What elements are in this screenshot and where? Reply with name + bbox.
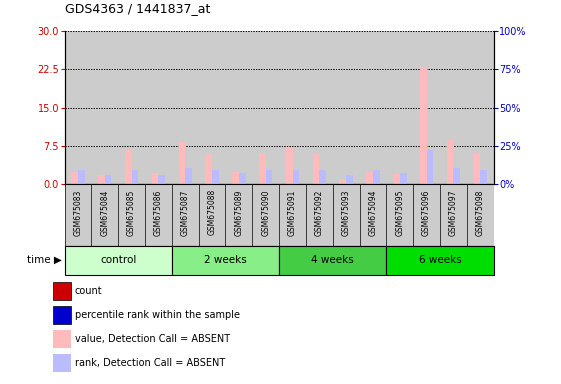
Bar bbox=[480, 170, 487, 184]
Bar bbox=[387, 31, 413, 184]
Bar bbox=[178, 142, 185, 184]
Bar bbox=[393, 174, 400, 184]
Text: GSM675091: GSM675091 bbox=[288, 189, 297, 236]
Bar bbox=[252, 31, 279, 184]
Bar bbox=[473, 154, 480, 184]
Text: GSM675090: GSM675090 bbox=[261, 189, 270, 236]
Text: GSM675094: GSM675094 bbox=[369, 189, 378, 236]
Text: GSM675096: GSM675096 bbox=[422, 189, 431, 236]
Bar bbox=[279, 31, 306, 184]
Bar bbox=[420, 68, 426, 184]
Bar bbox=[292, 170, 299, 184]
Text: 4 weeks: 4 weeks bbox=[311, 255, 354, 265]
FancyBboxPatch shape bbox=[387, 246, 494, 275]
Bar bbox=[199, 31, 226, 184]
Bar bbox=[205, 154, 212, 184]
Bar bbox=[413, 31, 440, 184]
Bar bbox=[185, 168, 192, 184]
Bar bbox=[53, 354, 71, 372]
Text: GSM675098: GSM675098 bbox=[476, 189, 485, 236]
Bar bbox=[53, 306, 71, 323]
Bar bbox=[366, 172, 373, 184]
FancyBboxPatch shape bbox=[279, 246, 387, 275]
Bar bbox=[447, 140, 453, 184]
Text: GDS4363 / 1441837_at: GDS4363 / 1441837_at bbox=[65, 2, 210, 15]
Text: GSM675089: GSM675089 bbox=[234, 189, 243, 236]
Text: GSM675093: GSM675093 bbox=[342, 189, 351, 236]
Text: GSM675095: GSM675095 bbox=[396, 189, 404, 236]
Bar bbox=[226, 31, 252, 184]
Bar bbox=[105, 175, 112, 184]
Bar bbox=[145, 31, 172, 184]
Text: 6 weeks: 6 weeks bbox=[419, 255, 461, 265]
Bar bbox=[91, 31, 118, 184]
Bar bbox=[360, 31, 387, 184]
Text: GSM675085: GSM675085 bbox=[127, 189, 136, 236]
Bar bbox=[339, 179, 346, 184]
Text: percentile rank within the sample: percentile rank within the sample bbox=[75, 310, 240, 320]
Text: GSM675092: GSM675092 bbox=[315, 189, 324, 236]
Bar bbox=[53, 330, 71, 348]
Bar bbox=[400, 173, 407, 184]
Text: GSM675088: GSM675088 bbox=[208, 189, 217, 235]
Bar bbox=[239, 173, 246, 184]
Bar bbox=[426, 150, 433, 184]
Bar bbox=[98, 175, 105, 184]
Bar bbox=[286, 147, 292, 184]
Text: GSM675086: GSM675086 bbox=[154, 189, 163, 236]
Bar bbox=[65, 31, 91, 184]
Bar bbox=[78, 170, 85, 184]
Text: 2 weeks: 2 weeks bbox=[204, 255, 247, 265]
Text: GSM675084: GSM675084 bbox=[100, 189, 109, 236]
Bar bbox=[71, 172, 78, 184]
Text: GSM675083: GSM675083 bbox=[73, 189, 82, 236]
Bar bbox=[373, 170, 380, 184]
FancyBboxPatch shape bbox=[65, 246, 172, 275]
FancyBboxPatch shape bbox=[172, 246, 279, 275]
Text: rank, Detection Call = ABSENT: rank, Detection Call = ABSENT bbox=[75, 358, 225, 368]
Bar bbox=[346, 175, 353, 184]
Text: value, Detection Call = ABSENT: value, Detection Call = ABSENT bbox=[75, 334, 229, 344]
Bar bbox=[440, 31, 467, 184]
Bar bbox=[259, 152, 266, 184]
Bar bbox=[467, 31, 494, 184]
Text: control: control bbox=[100, 255, 136, 265]
Bar bbox=[319, 170, 326, 184]
Bar bbox=[125, 149, 132, 184]
Text: GSM675097: GSM675097 bbox=[449, 189, 458, 236]
Text: count: count bbox=[75, 286, 102, 296]
Text: time ▶: time ▶ bbox=[27, 255, 62, 265]
Bar bbox=[53, 282, 71, 300]
Bar bbox=[232, 172, 239, 184]
Bar bbox=[132, 170, 138, 184]
Bar bbox=[306, 31, 333, 184]
Bar bbox=[453, 168, 460, 184]
Bar bbox=[151, 173, 158, 184]
Bar bbox=[118, 31, 145, 184]
Text: GSM675087: GSM675087 bbox=[181, 189, 190, 236]
Bar bbox=[212, 170, 219, 184]
Bar bbox=[172, 31, 199, 184]
Bar bbox=[158, 175, 165, 184]
Bar bbox=[312, 154, 319, 184]
Bar bbox=[333, 31, 360, 184]
Bar bbox=[266, 170, 273, 184]
